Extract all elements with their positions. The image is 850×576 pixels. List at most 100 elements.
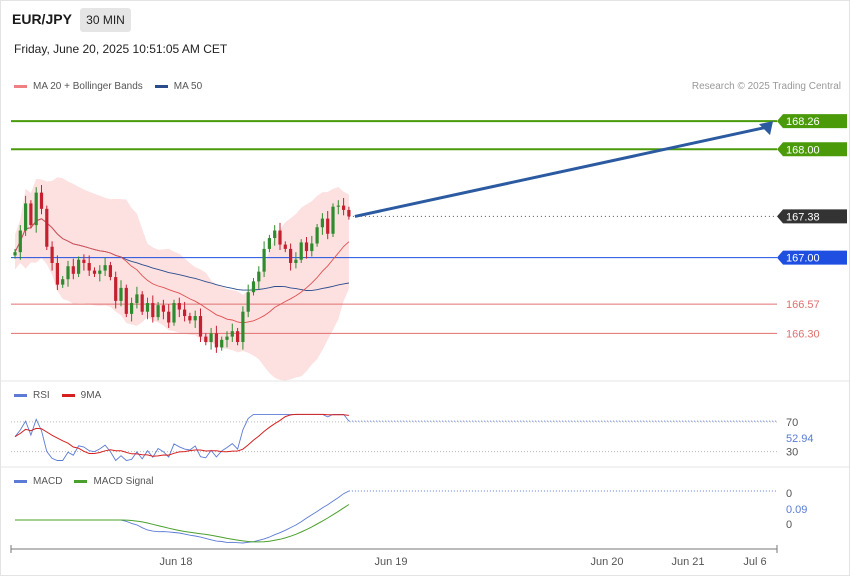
- macd-signal-line: [15, 504, 350, 543]
- candle-body: [50, 246, 54, 263]
- candle-body: [103, 265, 107, 271]
- macd-legend: MACD MACD Signal: [14, 476, 159, 487]
- candle-body: [336, 205, 340, 207]
- level-label-pivot: 167.00: [786, 253, 820, 265]
- candle-body: [13, 252, 17, 256]
- candle-body: [18, 230, 22, 253]
- legend-label-rsi-ma: 9MA: [80, 390, 102, 401]
- legend-label-rsi: RSI: [33, 390, 50, 401]
- candle-body: [236, 331, 240, 343]
- legend-label-ma50: MA 50: [173, 81, 203, 92]
- candle-body: [209, 333, 213, 343]
- x-tick-label: Jul 6: [743, 556, 766, 568]
- x-tick-label: Jun 20: [590, 556, 623, 568]
- candle-body: [214, 333, 218, 348]
- candle-body: [342, 205, 346, 210]
- candle-body: [34, 192, 38, 226]
- candle-body: [98, 270, 102, 274]
- rsi-line: [14, 413, 350, 462]
- candle-body: [188, 316, 192, 321]
- legend-item-ma50: MA 50: [154, 81, 203, 92]
- legend-item-macd-signal: MACD Signal: [74, 476, 153, 487]
- ma20-line: [14, 218, 350, 324]
- candle-body: [45, 208, 49, 247]
- candle-body: [151, 303, 155, 318]
- legend-label-macd-signal: MACD Signal: [93, 476, 154, 487]
- candle-body: [92, 270, 97, 274]
- candle-body: [55, 262, 59, 285]
- x-tick-label: Jun 21: [671, 556, 704, 568]
- candle-body: [156, 305, 160, 318]
- legend-label-ma20: MA 20 + Bollinger Bands: [33, 81, 143, 92]
- candle-body: [278, 230, 282, 245]
- level-label-support: 166.57: [786, 299, 820, 311]
- candle-body: [220, 339, 224, 348]
- candle-body: [289, 248, 293, 263]
- legend-item-macd: MACD: [14, 476, 62, 487]
- candle-body: [267, 238, 271, 249]
- candle-body: [304, 242, 309, 252]
- candle-body: [124, 287, 128, 314]
- candle-body: [114, 277, 118, 301]
- candle-body: [230, 331, 234, 337]
- legend-swatch-macd: [14, 480, 27, 483]
- candle-body: [283, 244, 287, 249]
- candle-body: [326, 218, 330, 234]
- candle-body: [241, 311, 245, 343]
- candle-body: [347, 209, 351, 217]
- macd-line: [15, 490, 350, 544]
- rsi-tick-label: 30: [786, 447, 798, 459]
- level-tag-resistance: [777, 114, 847, 129]
- legend-swatch-macd-signal: [74, 480, 88, 483]
- candle-body: [225, 336, 229, 340]
- candle-body: [135, 294, 139, 304]
- x-tick-label: Jun 18: [159, 556, 192, 568]
- symbol-title: EUR/JPY: [12, 11, 72, 27]
- rsi-tick-label: 70: [786, 417, 798, 429]
- candle-body: [204, 336, 208, 343]
- forecast-arrow-head: [759, 121, 773, 136]
- candle-body: [310, 243, 314, 252]
- candle-body: [262, 248, 266, 272]
- candle-body: [315, 227, 319, 244]
- candle-body: [77, 259, 81, 274]
- candle-body: [294, 259, 298, 263]
- level-label-current: 167.38: [786, 211, 820, 223]
- candle-body: [145, 303, 150, 312]
- candle-body: [66, 266, 70, 280]
- forecast-arrow-shaft: [354, 125, 768, 218]
- candle-body: [140, 294, 144, 312]
- candle-body: [273, 230, 277, 239]
- candle-body: [299, 242, 303, 260]
- macd-tick-label: 0: [786, 519, 792, 531]
- candle-body: [119, 287, 123, 301]
- candle-body: [82, 259, 86, 263]
- legend-swatch-rsi-ma: [61, 394, 75, 397]
- candle-body: [29, 203, 33, 226]
- candle-body: [246, 292, 250, 312]
- rsi-current-label: 52.94: [786, 433, 814, 445]
- level-label-resistance: 168.26: [786, 116, 820, 128]
- legend-swatch-rsi: [14, 394, 27, 397]
- candle-body: [193, 316, 197, 321]
- candle-body: [172, 303, 176, 323]
- level-label-support: 166.30: [786, 328, 820, 340]
- candle-body: [320, 218, 324, 228]
- level-tag-resistance: [777, 142, 847, 157]
- level-tag-current: [777, 209, 847, 224]
- level-label-resistance: 168.00: [786, 144, 820, 156]
- x-tick-label: Jun 19: [374, 556, 407, 568]
- rsi-legend: RSI 9MA: [14, 390, 107, 401]
- candle-body: [108, 265, 112, 278]
- macd-tick-label: 0: [786, 488, 792, 500]
- candle-body: [24, 203, 28, 231]
- candle-body: [71, 266, 75, 274]
- candle-body: [183, 309, 187, 317]
- legend-label-macd: MACD: [33, 476, 63, 487]
- credit-text: Research © 2025 Trading Central: [691, 81, 841, 92]
- legend-swatch-ma50: [154, 85, 168, 88]
- candle-body: [251, 281, 256, 293]
- timeframe-badge[interactable]: 30 MIN: [80, 8, 131, 32]
